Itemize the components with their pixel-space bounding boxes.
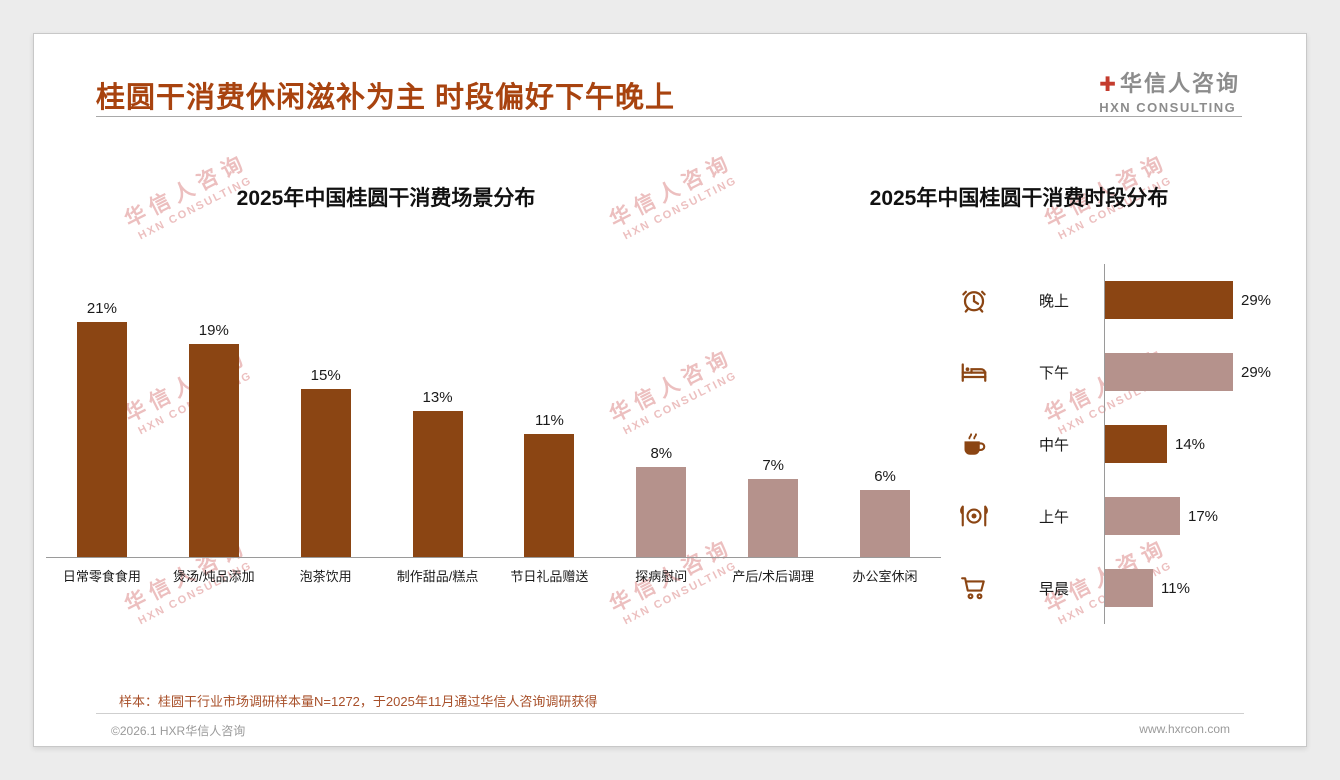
cart-icon bbox=[959, 573, 989, 603]
logo: ✚华信人咨询 HXN CONSULTING bbox=[1099, 66, 1240, 115]
scene-bar-category-label: 探病慰问 bbox=[635, 569, 688, 584]
header-divider bbox=[96, 116, 1242, 117]
time-row: 晚上 29% bbox=[959, 264, 1301, 336]
logo-name-en: HXN CONSULTING bbox=[1099, 100, 1237, 115]
time-category-label: 上午 bbox=[1039, 508, 1070, 526]
scene-bar-value-label: 7% bbox=[762, 457, 785, 474]
time-chart-title: 2025年中国桂圆干消费时段分布 bbox=[869, 187, 1169, 210]
time-bar-value-label: 17% bbox=[1188, 507, 1219, 525]
time-bar bbox=[1105, 569, 1153, 607]
scene-bar-category-label: 办公室休闲 bbox=[852, 569, 918, 584]
footer-copyright: ©2026.1 HXR华信人咨询 bbox=[111, 724, 246, 738]
scene-bar-group: 6% bbox=[829, 468, 941, 557]
scene-bar-group: 15% bbox=[270, 367, 382, 557]
time-bar-chart: 晚上 29% 下午 29% 中午 14% 上午 17% 早晨 11% bbox=[959, 264, 1301, 624]
scene-bar-chart-labels: 日常零食食用 煲汤/炖品添加 泡茶饮用 制作甜品/糕点 节日礼品赠送 探病慰问 产后/术后调… bbox=[46, 566, 941, 585]
logo-cross-icon: ✚ bbox=[1099, 74, 1118, 96]
time-bar bbox=[1105, 281, 1233, 319]
sample-note: 样本：桂圆干行业市场调研样本量N=1272，于2025年11月通过华信人咨询调研… bbox=[119, 694, 598, 709]
time-bar-area: 17% bbox=[1104, 480, 1301, 552]
scene-chart-title: 2025年中国桂圆干消费场景分布 bbox=[236, 187, 536, 210]
time-row: 上午 17% bbox=[959, 480, 1301, 552]
time-bar-area: 11% bbox=[1104, 552, 1301, 624]
time-bar-area: 14% bbox=[1104, 408, 1301, 480]
bed-icon bbox=[959, 357, 989, 387]
page-title: 桂圆干消费休闲滋补为主 时段偏好下午晚上 bbox=[96, 82, 676, 114]
scene-bar-value-label: 11% bbox=[534, 412, 564, 429]
coffee-icon bbox=[959, 429, 989, 459]
scene-bar-value-label: 6% bbox=[874, 468, 896, 485]
scene-bar-value-label: 15% bbox=[310, 367, 341, 384]
scene-bar-group: 21% bbox=[46, 300, 158, 557]
scene-bar bbox=[860, 490, 911, 557]
scene-bar bbox=[412, 411, 463, 557]
scene-bar bbox=[636, 467, 687, 557]
time-bar bbox=[1105, 425, 1167, 463]
alarm-clock-icon bbox=[959, 285, 989, 315]
footer-divider bbox=[96, 713, 1244, 714]
scene-bar-group: 7% bbox=[717, 457, 829, 557]
scene-bar-value-label: 13% bbox=[422, 389, 453, 406]
scene-bar-group: 19% bbox=[158, 322, 270, 557]
time-bar-value-label: 29% bbox=[1241, 291, 1272, 309]
time-row: 中午 14% bbox=[959, 408, 1301, 480]
logo-name-cn: ✚华信人咨询 bbox=[1099, 66, 1240, 98]
time-bar bbox=[1105, 353, 1233, 391]
scene-bar bbox=[748, 479, 799, 557]
time-row: 早晨 11% bbox=[959, 552, 1301, 624]
scene-bar bbox=[524, 434, 575, 557]
time-row: 下午 29% bbox=[959, 336, 1301, 408]
scene-bar-category-label: 泡茶饮用 bbox=[299, 569, 352, 584]
scene-bar-value-label: 21% bbox=[86, 300, 117, 317]
scene-bar-chart: 21% 19% 15% 13% 11% 8% 7% 6% bbox=[46, 254, 941, 558]
scene-bar-value-label: 19% bbox=[198, 322, 229, 339]
scene-bar-group: 11% bbox=[494, 412, 606, 557]
scene-bar-category-label: 煲汤/炖品添加 bbox=[173, 569, 255, 584]
dining-icon bbox=[959, 501, 989, 531]
slide-card: 华信人咨询 HXN CONSULTING 华信人咨询 HXN CONSULTING 华信… bbox=[33, 33, 1307, 747]
scene-bar-category-label: 制作甜品/糕点 bbox=[396, 569, 479, 584]
time-bar-area: 29% bbox=[1104, 336, 1301, 408]
logo-cn-text: 华信人咨询 bbox=[1119, 71, 1240, 96]
time-category-label: 早晨 bbox=[1039, 580, 1070, 598]
scene-bar-group: 8% bbox=[605, 445, 717, 557]
time-category-label: 晚上 bbox=[1039, 292, 1070, 310]
scene-bar-value-label: 8% bbox=[650, 445, 673, 462]
time-bar-value-label: 29% bbox=[1241, 363, 1272, 381]
footer-website: www.hxrcon.com bbox=[1139, 722, 1230, 736]
time-bar-area: 29% bbox=[1104, 264, 1301, 336]
scene-bar-group: 13% bbox=[382, 389, 494, 557]
time-category-label: 中午 bbox=[1039, 436, 1070, 454]
scene-bar-category-label: 产后/术后调理 bbox=[732, 569, 814, 584]
time-bar bbox=[1105, 497, 1180, 535]
time-bar-value-label: 11% bbox=[1161, 579, 1190, 597]
scene-bar-category-label: 日常零食食用 bbox=[62, 569, 141, 584]
time-bar-value-label: 14% bbox=[1175, 435, 1206, 453]
scene-bar bbox=[188, 344, 239, 557]
scene-bar bbox=[300, 389, 351, 557]
scene-bar-category-label: 节日礼品赠送 bbox=[510, 569, 589, 584]
time-category-label: 下午 bbox=[1039, 364, 1070, 382]
scene-bar bbox=[76, 322, 127, 557]
